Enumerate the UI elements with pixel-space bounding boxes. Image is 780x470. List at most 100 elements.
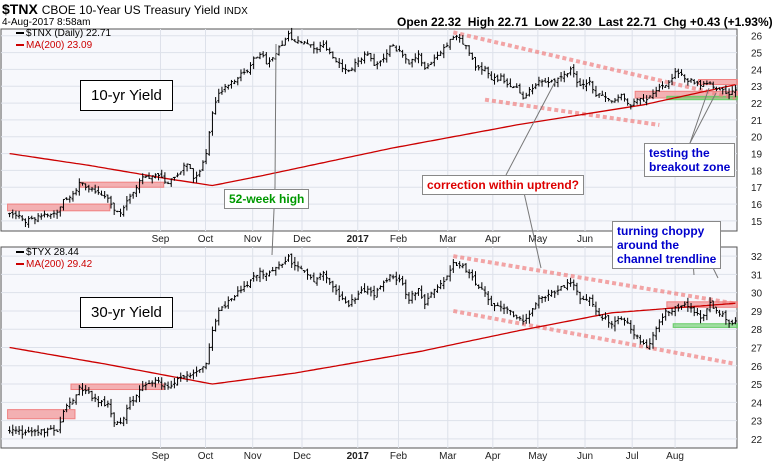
price-bar [255, 274, 259, 282]
x-tick-label: Dec [293, 451, 311, 462]
y-tick-label: 30 [751, 289, 763, 300]
price-bar [467, 269, 471, 279]
support-trendline [452, 308, 736, 366]
price-bar [420, 52, 424, 67]
y-tick-label: 26 [751, 362, 763, 373]
price-bar [391, 274, 395, 280]
price-bar [695, 308, 699, 316]
price-bar [730, 86, 734, 96]
price-bar [138, 178, 142, 194]
ma200-line [9, 84, 736, 187]
price-bar [233, 79, 237, 85]
price-bar [477, 284, 481, 290]
y-tick-label: 25 [751, 380, 763, 391]
x-tick-label: Jun [577, 234, 593, 245]
price-bar [350, 294, 354, 307]
price-bar [287, 254, 291, 262]
price-bar [239, 285, 243, 294]
chart-header: $TNX CBOE 10-Year US Treasury Yield INDX [2, 1, 248, 17]
price-bar [144, 381, 148, 391]
price-bar [496, 74, 500, 83]
price-bar [331, 280, 335, 293]
price-bar [242, 281, 246, 292]
price-bar [233, 295, 237, 301]
price-bar [169, 380, 173, 389]
x-tick-label: Feb [390, 451, 408, 462]
price-bar [42, 428, 46, 438]
price-bar [661, 313, 665, 326]
price-bar [518, 316, 522, 321]
price-bar [61, 198, 65, 211]
price-bar [344, 296, 348, 304]
price-bar [727, 319, 731, 328]
price-bar [451, 259, 455, 273]
price-bar [657, 83, 661, 92]
price-bar [287, 30, 291, 42]
price-bar [673, 305, 677, 317]
y-tick-label: 24 [751, 398, 763, 409]
price-bar [20, 215, 24, 222]
price-bar [150, 380, 154, 387]
price-bar [306, 268, 310, 280]
price-bar [185, 163, 189, 172]
price-bar [724, 310, 728, 325]
price-bar [610, 320, 614, 329]
price-bar [119, 417, 123, 425]
price-bar [229, 79, 233, 89]
price-bar [423, 61, 427, 70]
price-bar [309, 44, 313, 48]
price-bar [134, 394, 138, 403]
price-bar [708, 297, 712, 313]
price-bar [521, 314, 525, 325]
price-bar [733, 317, 737, 325]
price-bar [93, 393, 97, 402]
price-bar [531, 307, 535, 317]
price-bar [616, 94, 620, 103]
price-bar [474, 56, 478, 71]
price-bar [334, 284, 338, 295]
price-bar [150, 175, 154, 184]
legend-ma-bottom: MA(200) 29.42 [16, 259, 92, 271]
price-bar [87, 387, 91, 395]
price-bar [46, 213, 50, 218]
price-bar [575, 71, 579, 88]
price-bar [80, 182, 84, 186]
price-bar [597, 307, 601, 317]
price-bar [312, 272, 316, 283]
price-bar [23, 429, 27, 436]
price-bar [543, 295, 547, 302]
price-bar [195, 366, 199, 377]
price-bar [248, 279, 252, 289]
price-bar [131, 191, 135, 199]
price-bar [166, 381, 170, 390]
price-bar [391, 43, 395, 47]
price-bar [74, 394, 78, 405]
price-bar [141, 380, 145, 392]
price-bar [185, 371, 189, 382]
price-bar [667, 310, 671, 317]
price-bar [52, 210, 56, 218]
price-bar [629, 104, 633, 110]
price-bar [191, 168, 195, 183]
price-bar [622, 93, 626, 102]
price-bar [556, 285, 560, 296]
price-bar [112, 412, 116, 427]
header-date: 4-Aug-2017 8:58am [2, 17, 91, 28]
price-bar [474, 271, 478, 286]
price-bar [39, 213, 43, 220]
annotation-choppy-line1: turning choppy [617, 224, 705, 238]
legend-swatch-price [16, 251, 24, 254]
y-tick-label: 31 [751, 270, 763, 281]
price-bar [119, 208, 123, 217]
last-label: Last [598, 15, 624, 29]
price-bar [493, 73, 497, 85]
price-bar [214, 97, 218, 115]
price-bar [283, 256, 287, 265]
price-bar [103, 191, 107, 199]
price-bar [283, 37, 287, 46]
price-bar [394, 45, 398, 52]
price-bar [550, 289, 554, 297]
price-bar [267, 57, 271, 68]
price-bar [600, 90, 604, 96]
